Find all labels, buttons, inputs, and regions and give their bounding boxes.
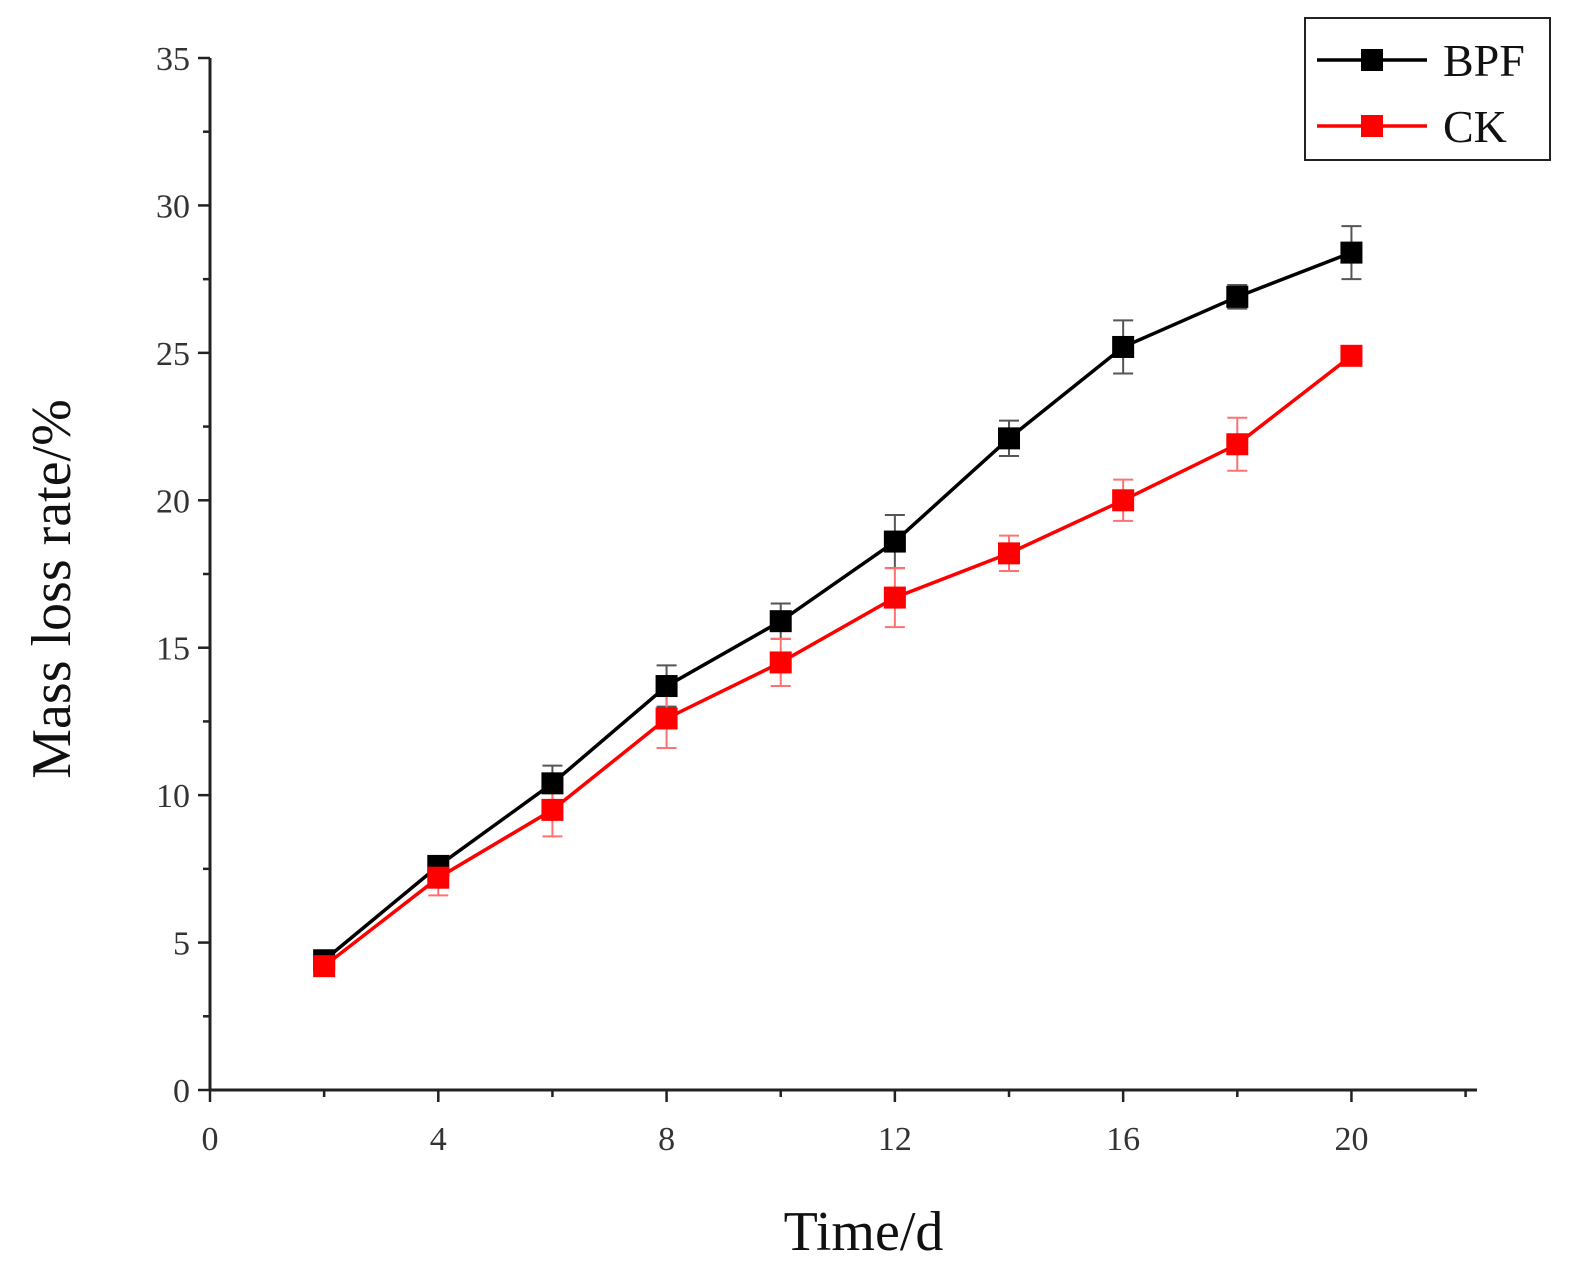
x-axis-title: Time/d [784, 1201, 944, 1263]
x-tick-label: 0 [202, 1121, 219, 1158]
data-point-bpf [1340, 241, 1363, 264]
y-tick-label: 35 [156, 41, 190, 78]
y-tick-label: 15 [156, 631, 190, 668]
data-point-ck [998, 542, 1021, 565]
y-tick-label: 25 [156, 336, 190, 373]
y-tick-label: 5 [173, 926, 190, 963]
series-layer [313, 241, 1363, 978]
legend-marker-bpf [1361, 49, 1383, 71]
data-point-bpf [541, 772, 564, 795]
y-axis-title: Mass loss rate/% [21, 399, 83, 779]
x-tick-label: 4 [430, 1121, 447, 1158]
x-tick-label: 12 [878, 1121, 912, 1158]
legend: BPF CK [1304, 17, 1551, 161]
data-point-ck [1226, 433, 1249, 456]
labels-layer: 0 4 8 12 16 20 0 5 10 15 20 25 30 35 Time/d Mass loss r… [21, 41, 1368, 1263]
y-tick-label: 20 [156, 483, 190, 520]
data-point-bpf [1226, 285, 1249, 308]
data-point-bpf [883, 530, 906, 553]
legend-label-bpf: BPF [1443, 35, 1525, 86]
data-point-ck [883, 586, 906, 609]
series-line-ck [323, 354, 1353, 968]
y-tick-label: 10 [156, 778, 190, 815]
data-point-ck [427, 866, 450, 889]
data-point-ck [1112, 489, 1135, 512]
legend-box [1304, 17, 1551, 161]
legend-marker-ck [1361, 115, 1383, 137]
legend-label-ck: CK [1443, 101, 1507, 152]
x-tick-label: 16 [1106, 1121, 1140, 1158]
data-point-ck [541, 798, 564, 821]
data-point-bpf [1112, 335, 1135, 358]
data-point-ck [769, 651, 792, 674]
y-tick-label: 30 [156, 188, 190, 225]
data-point-ck [313, 955, 336, 978]
data-point-bpf [655, 675, 678, 698]
y-tick-label: 0 [173, 1073, 190, 1110]
data-point-bpf [998, 427, 1021, 450]
axes-layer [198, 56, 1477, 1102]
x-tick-label: 8 [658, 1121, 675, 1158]
data-point-ck [655, 707, 678, 730]
series-line-bpf [323, 250, 1353, 962]
data-point-ck [1340, 344, 1363, 367]
x-tick-label: 20 [1334, 1121, 1368, 1158]
data-point-bpf [769, 610, 792, 633]
